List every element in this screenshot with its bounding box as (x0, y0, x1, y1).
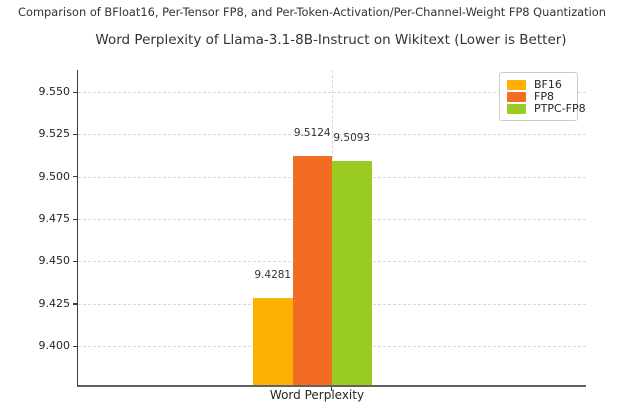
legend-entry-label: PTPC-FP8 (534, 102, 586, 115)
x-tick-mark (331, 387, 333, 391)
bar-fp8 (292, 155, 332, 385)
y-tick-label: 9.475 (38, 212, 71, 226)
y-tick-label: 9.525 (38, 127, 71, 141)
y-tick-label: 9.500 (38, 169, 71, 183)
bar-bf16 (253, 298, 293, 385)
y-tick-mark (73, 176, 77, 178)
plot-area: 9.4281 9.5124 9.5093 (77, 70, 586, 387)
bar-value-label: 9.5124 (293, 126, 331, 139)
bar-value-label: 9.4281 (254, 269, 292, 282)
y-tick-label: 9.450 (38, 254, 71, 268)
y-tick-mark (73, 91, 77, 93)
y-tick-mark (73, 218, 77, 220)
legend-entry-label: BF16 (534, 78, 562, 91)
legend-entry-ptpc-fp8: PTPC-FP8 (507, 103, 586, 114)
figure-suptitle: Comparison of BFloat16, Per-Tensor FP8, … (18, 5, 606, 19)
y-tick-label: 9.550 (38, 85, 71, 99)
bar-ptpc-fp8 (332, 160, 372, 385)
y-tick-label: 9.425 (38, 296, 71, 310)
legend-swatch-icon (507, 103, 526, 114)
legend-entry-fp8: FP8 (507, 91, 571, 102)
x-tick-label: Word Perplexity (269, 388, 365, 402)
chart-title: Word Perplexity of Llama-3.1-8B-Instruct… (95, 32, 567, 48)
legend-swatch-icon (507, 79, 526, 90)
y-tick-mark (73, 260, 77, 263)
y-tick-mark (73, 133, 77, 136)
legend-entry-label: FP8 (534, 90, 554, 103)
bar-value-label: 9.5093 (333, 131, 371, 144)
legend: BF16 FP8 PTPC-FP8 (499, 72, 586, 121)
y-tick-mark (73, 303, 77, 305)
legend-entry-bf16: BF16 (507, 79, 571, 90)
y-tick-mark (73, 345, 77, 347)
y-tick-label: 9.400 (38, 339, 71, 353)
legend-swatch-icon (507, 91, 526, 102)
